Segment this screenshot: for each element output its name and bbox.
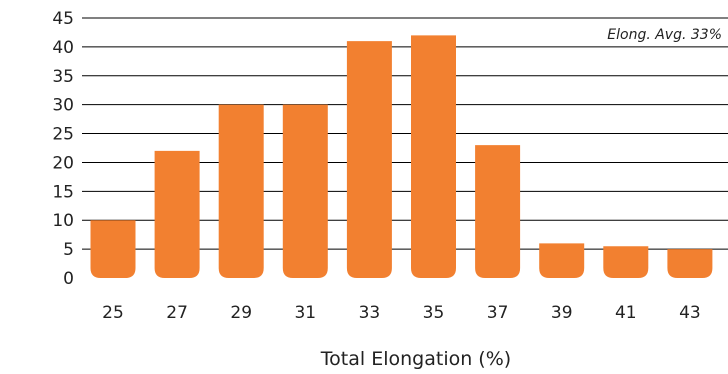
bar-33 xyxy=(346,41,392,278)
bar-37 xyxy=(475,145,521,278)
y-tick-label: 30 xyxy=(52,96,74,116)
bar-35 xyxy=(411,35,456,279)
y-tick-label: 20 xyxy=(52,153,74,173)
x-tick-label: 37 xyxy=(487,303,509,323)
bar-31 xyxy=(282,104,328,279)
y-tick-label: 0 xyxy=(63,269,74,289)
y-tick-label: 10 xyxy=(52,211,74,231)
x-axis-ticks: 25 27 29 31 33 35 37 39 41 43 xyxy=(102,303,701,323)
bar-27 xyxy=(154,150,200,278)
y-tick-label: 40 xyxy=(52,38,74,58)
x-tick-label: 29 xyxy=(230,303,252,323)
average-annotation: Elong. Avg. 33% xyxy=(607,27,722,43)
x-tick-label: 43 xyxy=(679,303,701,323)
x-tick-label: 33 xyxy=(359,303,381,323)
x-axis-title: Total Elongation (%) xyxy=(320,348,511,370)
bar-29 xyxy=(218,104,264,279)
x-tick-label: 25 xyxy=(102,303,124,323)
y-tick-label: 45 xyxy=(52,9,74,29)
x-tick-label: 35 xyxy=(423,303,445,323)
x-tick-label: 39 xyxy=(551,303,573,323)
bars xyxy=(90,35,713,279)
x-tick-label: 31 xyxy=(294,303,316,323)
bar-41 xyxy=(603,246,649,278)
y-axis-ticks: 0 5 10 15 20 25 30 35 40 45 xyxy=(52,9,74,289)
y-tick-label: 5 xyxy=(63,240,74,260)
y-tick-label: 15 xyxy=(52,182,74,202)
x-tick-label: 27 xyxy=(166,303,188,323)
bar-39 xyxy=(539,243,585,278)
y-tick-label: 35 xyxy=(52,67,74,87)
bar-25 xyxy=(90,220,136,278)
bar-43 xyxy=(667,249,713,278)
x-tick-label: 41 xyxy=(615,303,637,323)
y-tick-label: 25 xyxy=(52,125,74,145)
